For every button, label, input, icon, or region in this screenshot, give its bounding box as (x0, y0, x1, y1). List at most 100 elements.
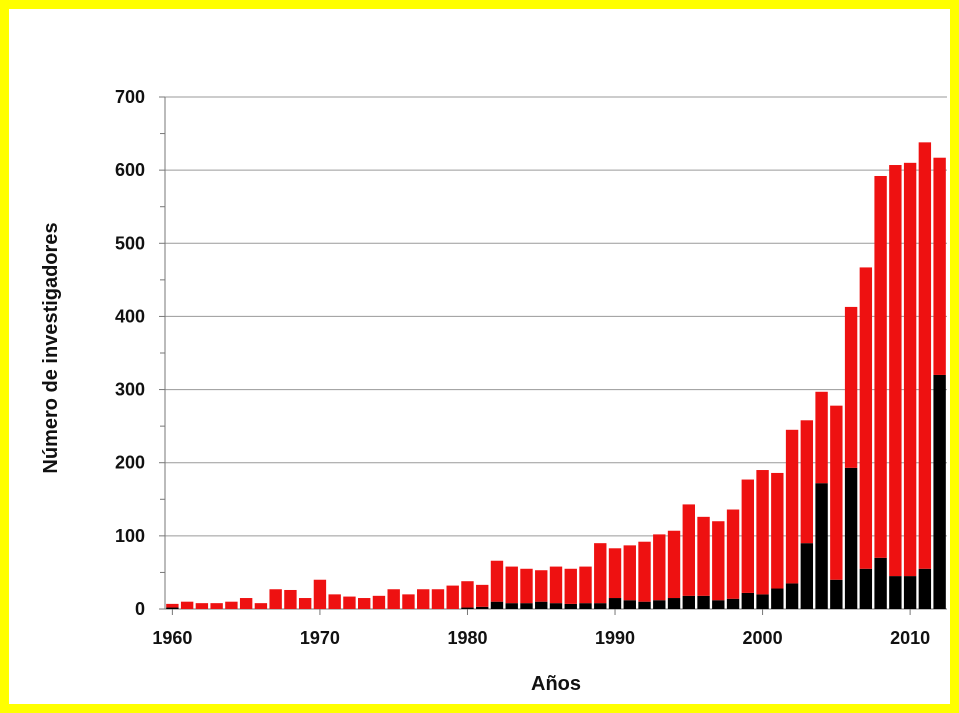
y-tick-labels: 0 100 200 300 400 500 600 700 (115, 87, 165, 619)
bar-1973-s1 (357, 598, 371, 609)
bar-1998-s1 (726, 509, 740, 599)
y-tick-label-500: 500 (115, 233, 145, 253)
bar-1965-s1 (239, 598, 253, 609)
bar-1990-s0 (608, 598, 622, 609)
bar-1984-s1 (520, 568, 533, 604)
bar-1966-s1 (254, 603, 268, 609)
bar-1998-s0 (726, 598, 740, 609)
bar-1993-s1 (653, 534, 666, 601)
bar-1989-s0 (594, 603, 607, 609)
bar-1968-s1 (284, 589, 297, 609)
bar-1983-s0 (505, 603, 518, 609)
bar-1960-s0 (166, 607, 179, 609)
bar-1996-s0 (697, 595, 710, 609)
bar-1981-s0 (476, 606, 489, 609)
bar-2004-s0 (815, 483, 828, 609)
gridlines (160, 96, 947, 573)
bar-1986-s1 (549, 566, 563, 604)
bar-2001-s0 (771, 588, 784, 609)
x-axis-title: Años (531, 673, 581, 695)
bar-1999-s0 (741, 592, 754, 609)
bar-2011-s1 (918, 142, 932, 569)
bar-2010-s0 (903, 576, 917, 609)
bar-2006-s0 (844, 467, 858, 609)
x-tick-label-1960: 1960 (152, 628, 192, 648)
bar-1979-s1 (446, 585, 459, 609)
bar-2004-s1 (815, 391, 828, 484)
bar-1992-s1 (638, 541, 651, 602)
bar-1982-s0 (490, 601, 504, 609)
y-tick-label-400: 400 (115, 306, 145, 326)
bars (166, 142, 946, 609)
bar-1995-s1 (682, 504, 695, 596)
y-axis-title: Número de investigadores (40, 222, 62, 473)
bar-1980-s1 (461, 581, 474, 608)
bar-1969-s1 (298, 598, 312, 609)
bar-2003-s0 (800, 543, 814, 609)
y-tick-label-600: 600 (115, 160, 145, 180)
bar-2010-s1 (903, 162, 917, 577)
bar-1971-s1 (328, 594, 341, 609)
x-tick-label-1970: 1970 (300, 628, 340, 648)
bar-2000-s1 (756, 470, 769, 595)
bar-2012-s1 (933, 157, 946, 375)
bar-1963-s1 (210, 603, 223, 609)
bar-1964-s1 (225, 601, 238, 609)
bar-2005-s0 (830, 579, 843, 609)
y-tick-label-100: 100 (115, 526, 145, 546)
x-tick-labels: 1960 1970 1980 1990 2000 2010 (152, 609, 930, 648)
bar-1990-s1 (608, 548, 622, 599)
x-tick-label-2000: 2000 (743, 628, 783, 648)
bar-1991-s1 (623, 545, 636, 601)
bar-2009-s0 (889, 576, 902, 609)
bar-2001-s1 (771, 472, 784, 589)
bar-1987-s1 (564, 568, 577, 604)
bar-2005-s1 (830, 405, 843, 580)
bar-2012-s0 (933, 374, 946, 609)
bar-1984-s0 (520, 603, 533, 609)
bar-1988-s1 (579, 566, 592, 604)
x-tick-label-1980: 1980 (447, 628, 487, 648)
bar-1997-s0 (712, 600, 725, 609)
bar-1988-s0 (579, 603, 592, 609)
bar-1967-s1 (269, 589, 282, 609)
y-tick-label-700: 700 (115, 87, 145, 107)
bar-1977-s1 (417, 589, 430, 609)
bar-1961-s1 (180, 601, 194, 609)
bar-2007-s1 (859, 267, 873, 569)
bar-2002-s0 (785, 583, 799, 609)
bar-2011-s0 (918, 568, 932, 609)
bar-2007-s0 (859, 568, 873, 609)
bar-1974-s1 (372, 595, 386, 609)
bar-1985-s0 (535, 601, 548, 609)
bar-1962-s1 (195, 603, 209, 609)
bar-1999-s1 (741, 479, 754, 593)
bar-1995-s0 (682, 595, 695, 609)
bar-1992-s0 (638, 601, 651, 609)
bar-2003-s1 (800, 420, 814, 544)
bar-2009-s1 (889, 165, 902, 577)
y-tick-label-0: 0 (135, 599, 145, 619)
bar-1982-s1 (490, 560, 504, 602)
bar-1985-s1 (535, 570, 548, 602)
bar-1960-s1 (166, 603, 179, 608)
bar-1989-s1 (594, 543, 607, 604)
bar-1997-s1 (712, 521, 725, 601)
bar-1994-s1 (667, 530, 681, 599)
bar-2008-s0 (874, 557, 887, 609)
bar-1981-s1 (476, 584, 489, 607)
bar-1970-s1 (313, 579, 327, 609)
bar-1987-s0 (564, 603, 577, 609)
bar-1993-s0 (653, 600, 666, 609)
bar-2000-s0 (756, 594, 769, 609)
bar-1976-s1 (402, 594, 415, 609)
bar-1978-s1 (431, 589, 445, 609)
bar-2002-s1 (785, 429, 799, 584)
bar-2006-s1 (844, 306, 858, 468)
bar-1980-s0 (461, 607, 474, 609)
bar-1996-s1 (697, 516, 710, 596)
bar-1983-s1 (505, 566, 518, 604)
bar-1991-s0 (623, 600, 636, 609)
x-tick-label-2010: 2010 (890, 628, 930, 648)
